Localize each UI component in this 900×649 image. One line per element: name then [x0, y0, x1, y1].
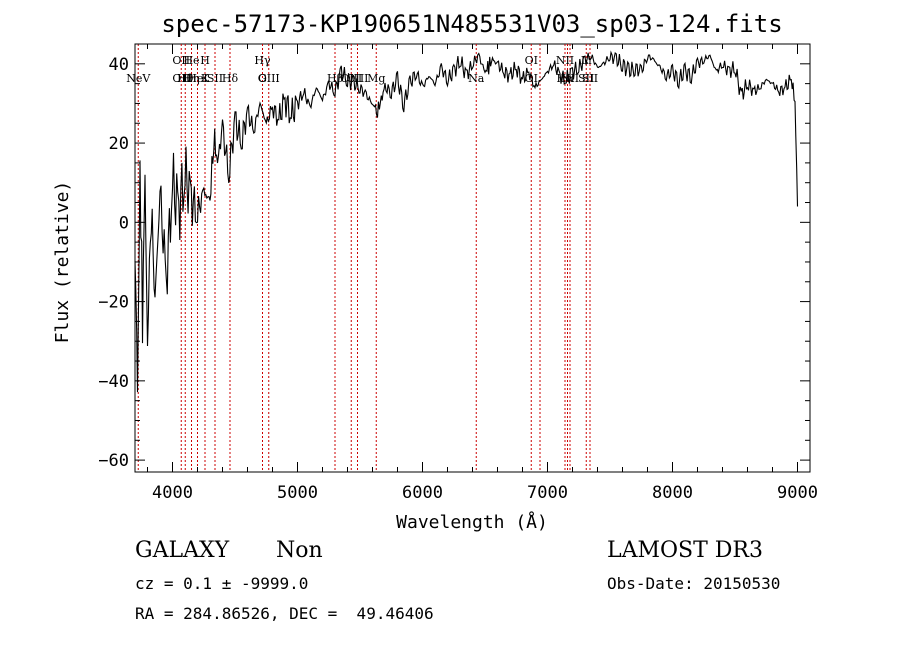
y-tick-label: −20 [98, 293, 129, 313]
coordinates: RA = 284.86526, DEC = 49.46406 [135, 604, 434, 623]
spectral-line-label: NII [561, 72, 579, 85]
spectral-line-label: NII [556, 54, 574, 67]
x-tick-label: 4000 [152, 483, 193, 503]
spectral-line-label: NeV [126, 72, 151, 85]
spectral-line-label: Li [581, 54, 592, 67]
x-tick-label: 7000 [527, 483, 568, 503]
spectral-line-label: OIII [346, 72, 368, 85]
spectral-line-label: G [258, 72, 267, 85]
spectral-line-label: Mg [367, 72, 385, 85]
spectrum-chart: spec-57173-KP190651N485531V03_sp03-124.f… [52, 10, 818, 533]
spectral-line-label: SII [207, 72, 223, 85]
y-tick-label: 0 [119, 213, 129, 233]
spectral-line-label: K [201, 72, 210, 85]
spectral-line-label: OI [525, 54, 538, 67]
spectral-line-label: H [200, 54, 210, 67]
object-class: GALAXY [135, 538, 230, 563]
plot-frame [134, 43, 811, 473]
spectral-line-label: OII [172, 72, 190, 85]
spectral-line-label: SII [578, 72, 594, 85]
spectral-line-label: OII [172, 54, 190, 67]
x-tick-label: 8000 [652, 483, 693, 503]
spectral-line-label: Hη [183, 72, 199, 85]
redshift-line: cz = 0.1 ± -9999.0 [135, 574, 309, 593]
spectral-line-label: He [183, 54, 199, 67]
spectral-line-label: HeI [187, 72, 207, 85]
obs-date: Obs-Date: 20150530 [607, 574, 781, 593]
x-tick-label: 6000 [402, 483, 443, 503]
survey-name: LAMOST DR3 [607, 538, 763, 563]
x-tick-label: 5000 [277, 483, 318, 503]
spectral-line-label: Hδ [222, 72, 239, 85]
spectral-line-label: Hγ [254, 54, 271, 67]
y-tick-label: 40 [109, 55, 129, 75]
spectral-line-label: SII [582, 72, 598, 85]
spectral-line-label: OIII [340, 72, 362, 85]
spectral-line-label: Hθ [177, 72, 194, 85]
y-axis-label: Flux (relative) [52, 181, 73, 344]
flux-series-line [134, 50, 799, 393]
spectral-line-label: Hβ [327, 72, 343, 85]
y-tick-label: 20 [109, 134, 129, 154]
spectral-line-label: Na [468, 72, 485, 85]
x-axis-label: Wavelength (Å) [396, 511, 548, 533]
spectral-line-label: OI [525, 72, 538, 85]
y-tick-label: −40 [98, 372, 129, 392]
spectral-line-label: Hα [556, 72, 574, 85]
spectral-line-label: OIII [258, 72, 280, 85]
y-tick-label: −60 [98, 451, 129, 471]
chart-title: spec-57173-KP190651N485531V03_sp03-124.f… [161, 10, 782, 38]
object-subclass: Non [276, 538, 323, 563]
x-tick-label: 9000 [777, 483, 818, 503]
